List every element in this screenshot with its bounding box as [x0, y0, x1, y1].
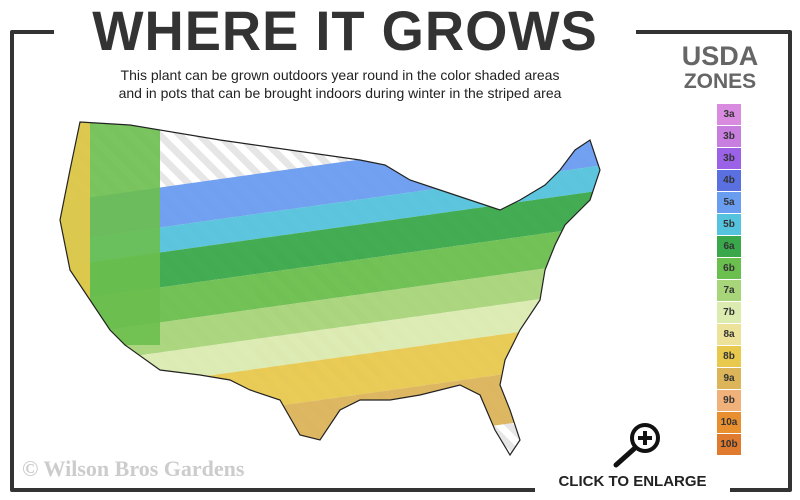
- zone-swatch-4b: 4b: [717, 170, 741, 191]
- magnifier-plus-icon[interactable]: [608, 420, 668, 470]
- zone-swatch-3a: 3a: [717, 104, 741, 125]
- copyright-watermark: © Wilson Bros Gardens: [22, 456, 245, 481]
- zone-swatch-9a: 9a: [717, 368, 741, 389]
- subtitle-line-1: This plant can be grown outdoors year ro…: [120, 67, 560, 83]
- subtitle-line-2: and in pots that can be brought indoors …: [118, 85, 562, 101]
- zone-swatch-7b: 7b: [717, 302, 741, 323]
- legend-title-line-1: USDA: [681, 41, 759, 71]
- legend-title-line-2: ZONES: [683, 70, 757, 93]
- zone-swatch-5b: 5b: [717, 214, 741, 235]
- zone-swatch-7a: 7a: [717, 280, 741, 301]
- subtitle: This plant can be grown outdoors year ro…: [40, 66, 640, 102]
- zone-legend: 3a 3b 3b 4b 5a 5b 6a 6b 7a 7b 8a 8b 9a 9b 10a 10b: [717, 104, 741, 456]
- zone-swatch-9b: 9b: [717, 390, 741, 411]
- legend-title: USDA ZONES: [660, 41, 780, 100]
- zone-swatch-8b: 8b: [717, 346, 741, 367]
- zone-swatch-10a: 10a: [717, 412, 741, 433]
- zone-swatch-5a: 5a: [717, 192, 741, 213]
- page-title: WHERE IT GROWS: [54, 0, 636, 62]
- zone-swatch-6b: 6b: [717, 258, 741, 279]
- zone-swatch-6a: 6a: [717, 236, 741, 257]
- zone-swatch-3b: 3b: [717, 126, 741, 147]
- zone-swatch-8a: 8a: [717, 324, 741, 345]
- click-to-enlarge-button[interactable]: CLICK TO ENLARGE: [535, 468, 730, 500]
- zone-swatch-10b: 10b: [717, 434, 741, 455]
- zone-swatch-3b: 3b: [717, 148, 741, 169]
